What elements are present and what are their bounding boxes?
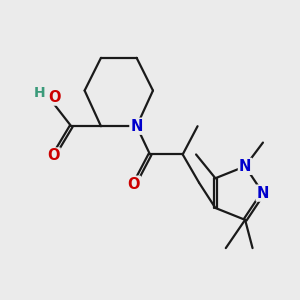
Text: O: O — [128, 177, 140, 192]
Text: N: N — [130, 119, 143, 134]
Text: O: O — [47, 148, 60, 164]
Text: H: H — [34, 86, 46, 100]
Text: N: N — [257, 186, 269, 201]
Text: N: N — [239, 159, 251, 174]
Text: O: O — [48, 90, 61, 105]
